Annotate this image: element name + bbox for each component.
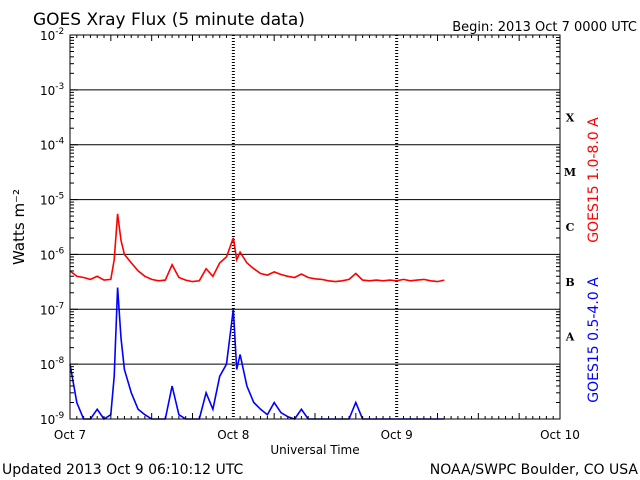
legend-label: GOES15 1.0-8.0 A: [586, 117, 602, 243]
y-tick-label: 10-4: [40, 137, 65, 153]
y-tick-exponent: -7: [55, 301, 64, 311]
flare-class-label: A: [565, 331, 575, 344]
legend: GOES15 1.0-8.0 A GOES15 0.5-4.0 A: [586, 117, 602, 403]
y-tick-label: 10-7: [40, 301, 64, 317]
flare-class-labels: A B C M X: [564, 111, 576, 343]
x-axis-ticks: Oct 7 Oct 8 Oct 9 Oct 10: [54, 35, 580, 442]
credit-label: NOAA/SWPC Boulder, CO USA: [430, 462, 639, 478]
y-tick-exponent: -4: [55, 137, 64, 147]
flare-class-label: M: [564, 166, 576, 179]
x-axis-title: Universal Time: [270, 443, 359, 457]
y-tick-exponent: -6: [55, 246, 64, 256]
flare-class-label: X: [566, 111, 575, 124]
y-tick-label: 10-6: [40, 246, 65, 262]
y-axis-ticks: 10-9 10-8 10-7 10-6 10-5 10-4 10-3 10-2: [40, 27, 560, 427]
grid-lines: [70, 35, 560, 419]
y-tick-label: 10-2: [40, 27, 64, 43]
y-tick-label: 10-3: [40, 82, 64, 98]
x-tick-label: Oct 7: [54, 428, 86, 442]
y-axis-title: Watts m⁻²: [10, 189, 28, 265]
flare-class-label: C: [566, 221, 575, 234]
x-tick-label: Oct 9: [381, 428, 413, 442]
updated-timestamp: Updated 2013 Oct 9 06:10:12 UTC: [2, 462, 243, 478]
series-line-0: [69, 213, 445, 283]
y-tick-exponent: -2: [55, 27, 64, 37]
legend-label: GOES15 0.5-4.0 A: [586, 277, 602, 403]
y-tick-exponent: -8: [55, 356, 64, 366]
y-tick-label: 10-8: [40, 356, 65, 372]
begin-time-label: Begin: 2013 Oct 7 0000 UTC: [452, 20, 637, 35]
series-line-1: [69, 287, 445, 421]
chart-title: GOES Xray Flux (5 minute data): [33, 10, 305, 30]
y-tick-exponent: -9: [55, 411, 64, 421]
y-tick-label: 10-5: [40, 192, 64, 208]
y-tick-label: 10-9: [40, 411, 65, 427]
x-tick-label: Oct 10: [540, 428, 580, 442]
y-tick-exponent: -5: [55, 192, 64, 202]
series-lines: [69, 213, 445, 421]
flare-class-label: B: [565, 276, 574, 289]
plot-frame: [69, 34, 561, 420]
y-tick-exponent: -3: [55, 82, 64, 92]
x-tick-label: Oct 8: [217, 428, 249, 442]
